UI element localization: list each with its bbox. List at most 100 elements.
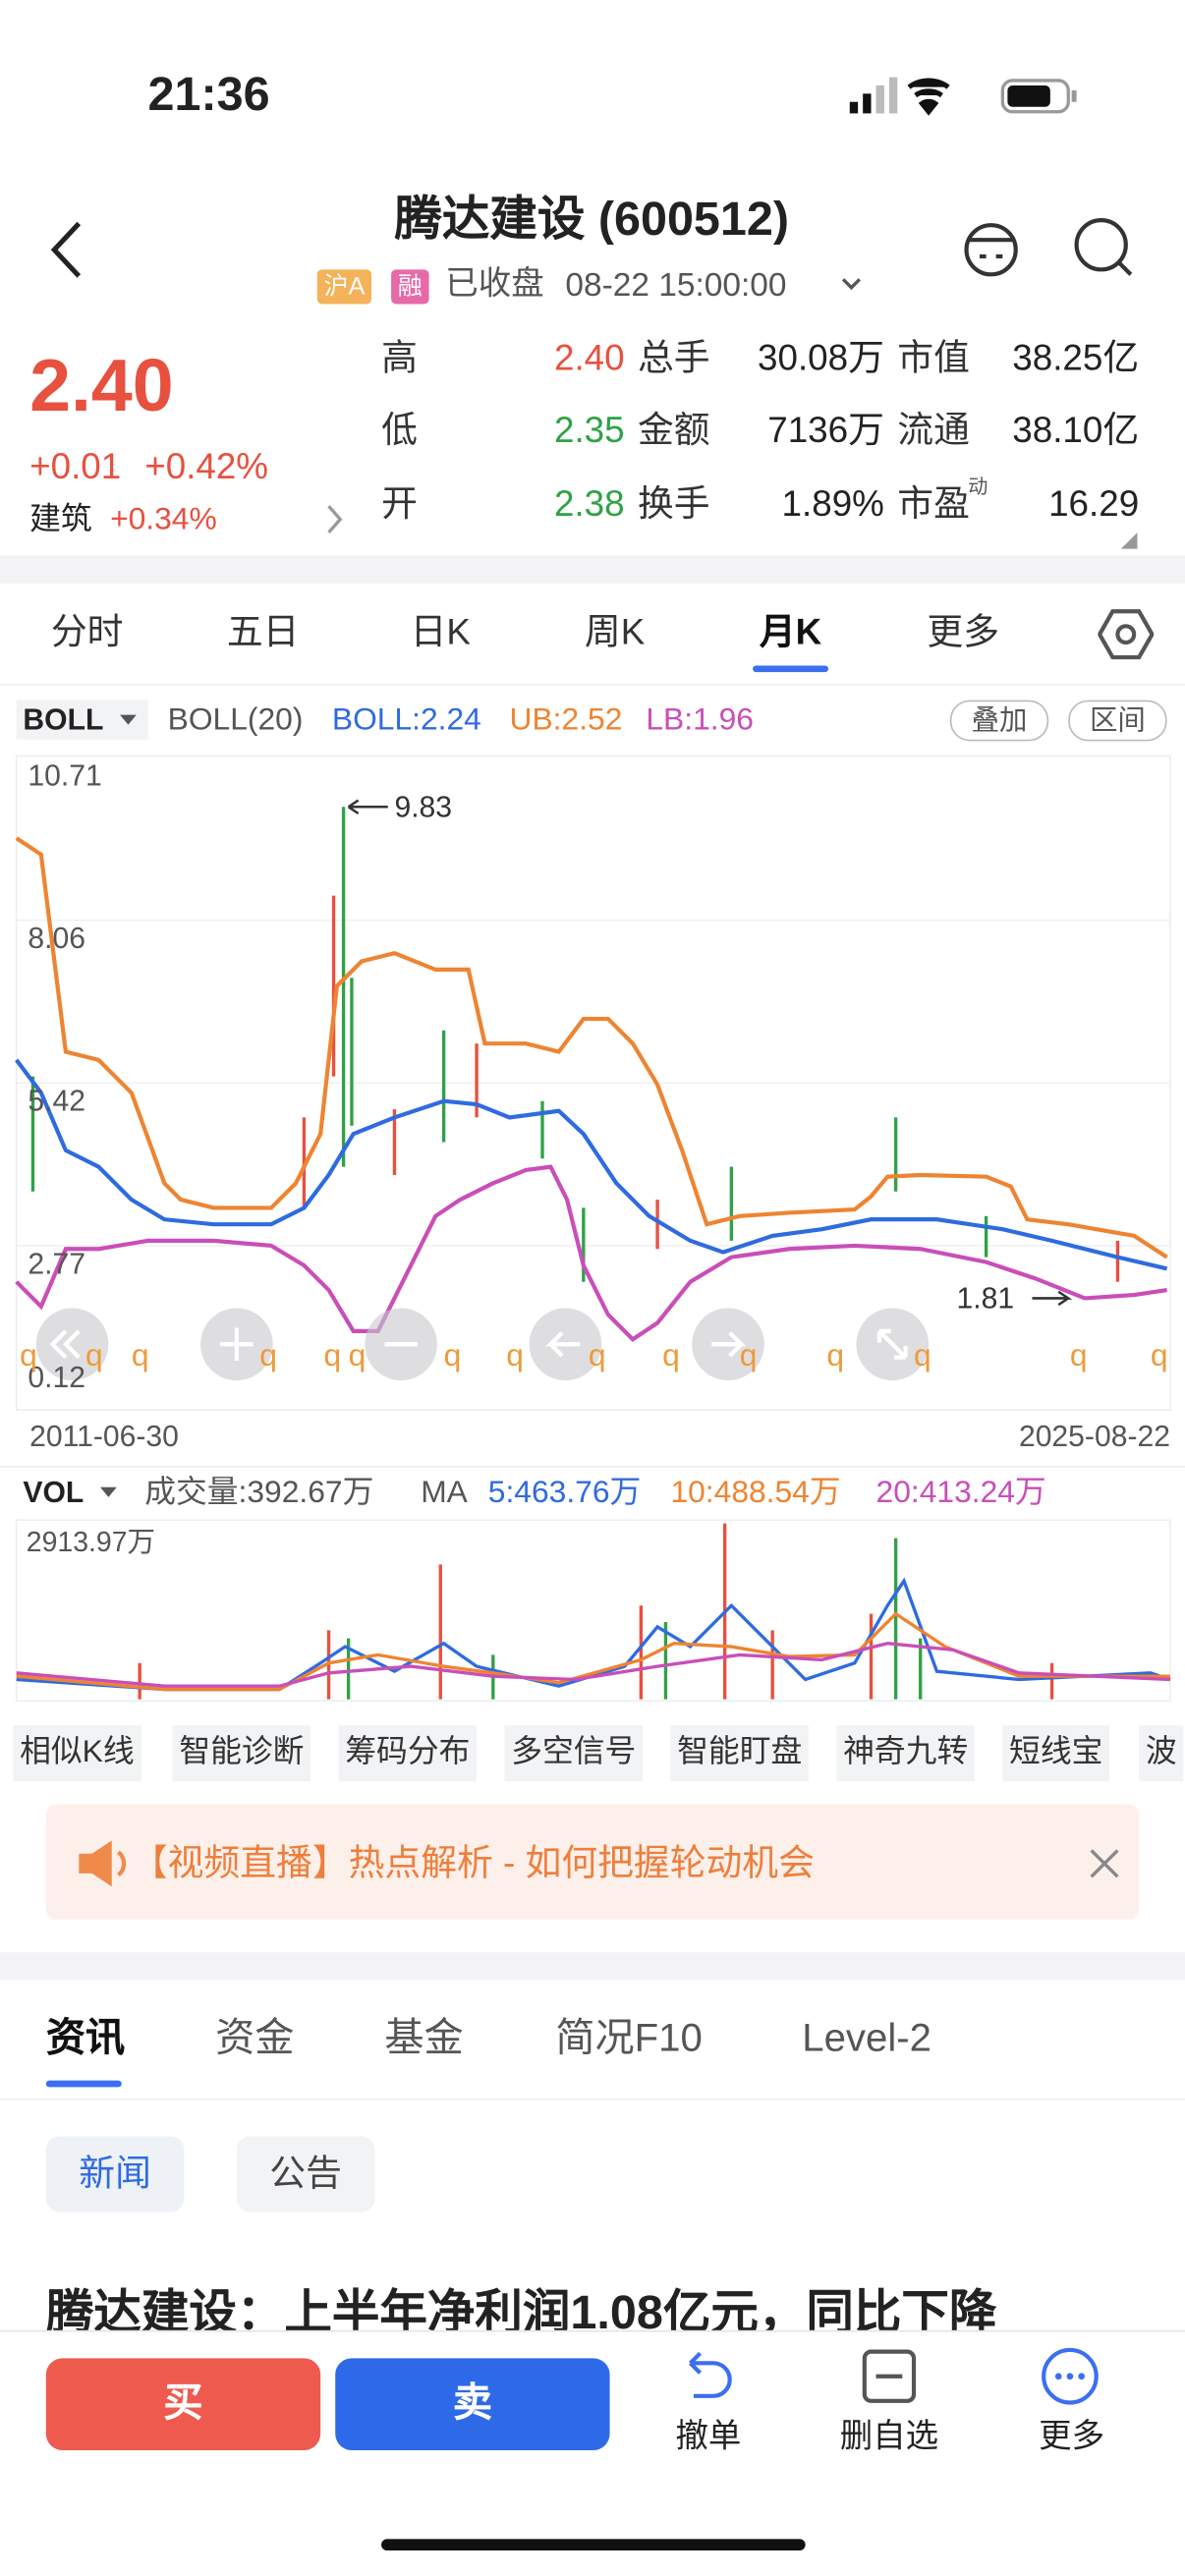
- event-marker: q: [914, 1339, 931, 1374]
- ma10: 10:488.54万: [670, 1476, 841, 1511]
- corner-mark: [1120, 532, 1138, 549]
- boll-value: BOLL:2.24: [331, 702, 481, 739]
- period-tab[interactable]: 五日: [226, 611, 300, 653]
- dropdown-icon[interactable]: [840, 276, 863, 293]
- datetime: 08-22 15:00:00: [565, 267, 787, 305]
- indicator-name: BOLL: [23, 702, 104, 737]
- tool-button[interactable]: 筹码分布: [338, 1725, 478, 1782]
- stat-label: 高: [381, 336, 418, 378]
- chevron[interactable]: [325, 503, 345, 535]
- vol-max: 2913.97万: [26, 1526, 155, 1558]
- ma5: 5:463.76万: [487, 1476, 642, 1511]
- stat-value: 16.29: [1048, 482, 1140, 525]
- stat-value: 2.38: [553, 482, 625, 525]
- tool-button[interactable]: 相似K线: [13, 1725, 141, 1782]
- header-icons[interactable]: [957, 213, 1155, 282]
- change-pct: +0.42%: [144, 445, 269, 487]
- tool-button[interactable]: 多空信号: [504, 1725, 644, 1782]
- period-tab[interactable]: 月K: [759, 611, 822, 653]
- y-label: 5.42: [28, 1084, 86, 1118]
- event-marker: q: [588, 1339, 606, 1374]
- range-button[interactable]: 区间: [1068, 700, 1167, 742]
- home-indicator: [381, 2539, 806, 2551]
- dropdown-icon: [100, 1486, 117, 1497]
- subtab[interactable]: 新闻: [45, 2136, 185, 2212]
- back-button[interactable]: [46, 217, 85, 283]
- y-label: 10.71: [28, 758, 102, 793]
- tool-button[interactable]: 波: [1139, 1725, 1184, 1782]
- settings-icon[interactable]: [1098, 608, 1155, 661]
- market-state: 已收盘: [445, 265, 544, 303]
- divider: [0, 1466, 1185, 1468]
- kline-chart: [15, 755, 1171, 1412]
- action-label[interactable]: 更多: [1039, 2419, 1105, 2456]
- event-marker: q: [443, 1339, 462, 1374]
- stat-label: 金额: [638, 409, 710, 451]
- tab-underline: [45, 2080, 122, 2088]
- tool-button[interactable]: 智能诊断: [172, 1725, 311, 1782]
- close-icon[interactable]: [1088, 1847, 1120, 1879]
- tool-button[interactable]: 智能盯盘: [670, 1725, 809, 1782]
- max-label: 9.83: [394, 790, 453, 824]
- period-tab[interactable]: 分时: [50, 611, 124, 653]
- buy-button[interactable]: 买: [45, 2358, 321, 2450]
- ma-label: MA: [421, 1476, 468, 1511]
- stat-value: 1.89%: [781, 482, 884, 525]
- action-label[interactable]: 删自选: [839, 2419, 939, 2456]
- vol-name: VOL: [23, 1476, 85, 1509]
- lb-value: LB:1.96: [646, 702, 754, 739]
- action-label[interactable]: 撤单: [675, 2419, 742, 2456]
- news-tab[interactable]: 基金: [384, 2016, 464, 2061]
- event-marker: q: [348, 1339, 367, 1374]
- news-tab[interactable]: 资讯: [45, 2016, 126, 2061]
- divider: [0, 683, 1185, 686]
- volume-chart: [15, 1519, 1171, 1703]
- badge: 沪A: [316, 269, 372, 305]
- tool-button[interactable]: 神奇九转: [836, 1725, 975, 1782]
- event-marker: q: [1069, 1339, 1088, 1374]
- stat-label: 低: [381, 409, 418, 451]
- news-tab[interactable]: Level-2: [802, 2016, 931, 2061]
- sector: 建筑: [29, 502, 92, 537]
- period-tab[interactable]: 周K: [584, 611, 646, 653]
- headline[interactable]: 腾达建设：上半年净利润1.08亿元，同比下降: [45, 2287, 997, 2340]
- tab-underline: [753, 665, 829, 673]
- stat-value: 30.08万: [758, 336, 884, 378]
- ma20: 20:413.24万: [875, 1476, 1046, 1511]
- period-tab[interactable]: 更多: [927, 611, 1000, 653]
- stat-label: 市值: [897, 336, 970, 378]
- subtab[interactable]: 公告: [236, 2136, 375, 2212]
- speaker-icon: [79, 1840, 127, 1887]
- volume: 成交量:392.67万: [144, 1476, 374, 1511]
- separator: [0, 555, 1185, 584]
- sector-pct: +0.34%: [110, 502, 217, 537]
- news-tab[interactable]: 资金: [215, 2016, 295, 2061]
- event-marker: q: [323, 1339, 342, 1374]
- banner[interactable]: [45, 1804, 1140, 1920]
- tool-button[interactable]: 短线宝: [1002, 1725, 1110, 1782]
- action-icons[interactable]: [674, 2343, 1151, 2409]
- change: +0.01: [29, 445, 122, 487]
- badge: 融: [391, 269, 429, 305]
- event-marker: q: [739, 1339, 758, 1374]
- end-date: 2025-08-22: [1018, 1420, 1170, 1453]
- clock: 21:36: [147, 69, 270, 122]
- overlay-button[interactable]: 叠加: [949, 700, 1049, 742]
- min-label: 1.81: [956, 1281, 1015, 1316]
- news-tab[interactable]: 简况F10: [555, 2016, 703, 2061]
- banner-text: 【视频直播】热点解析 - 如何把握轮动机会: [131, 1842, 815, 1883]
- event-marker: q: [662, 1339, 680, 1374]
- period-tab[interactable]: 日K: [410, 611, 471, 653]
- stat-value: 7136万: [767, 409, 884, 451]
- separator: [0, 1952, 1185, 1981]
- sell-button[interactable]: 卖: [335, 2358, 610, 2450]
- event-marker: q: [506, 1339, 524, 1374]
- start-date: 2011-06-30: [29, 1420, 179, 1453]
- stat-label: 市盈: [897, 482, 970, 525]
- stat-label: 总手: [638, 336, 710, 378]
- dropdown-icon: [120, 714, 137, 725]
- event-marker: q: [131, 1339, 149, 1374]
- y-label: 0.12: [28, 1360, 86, 1394]
